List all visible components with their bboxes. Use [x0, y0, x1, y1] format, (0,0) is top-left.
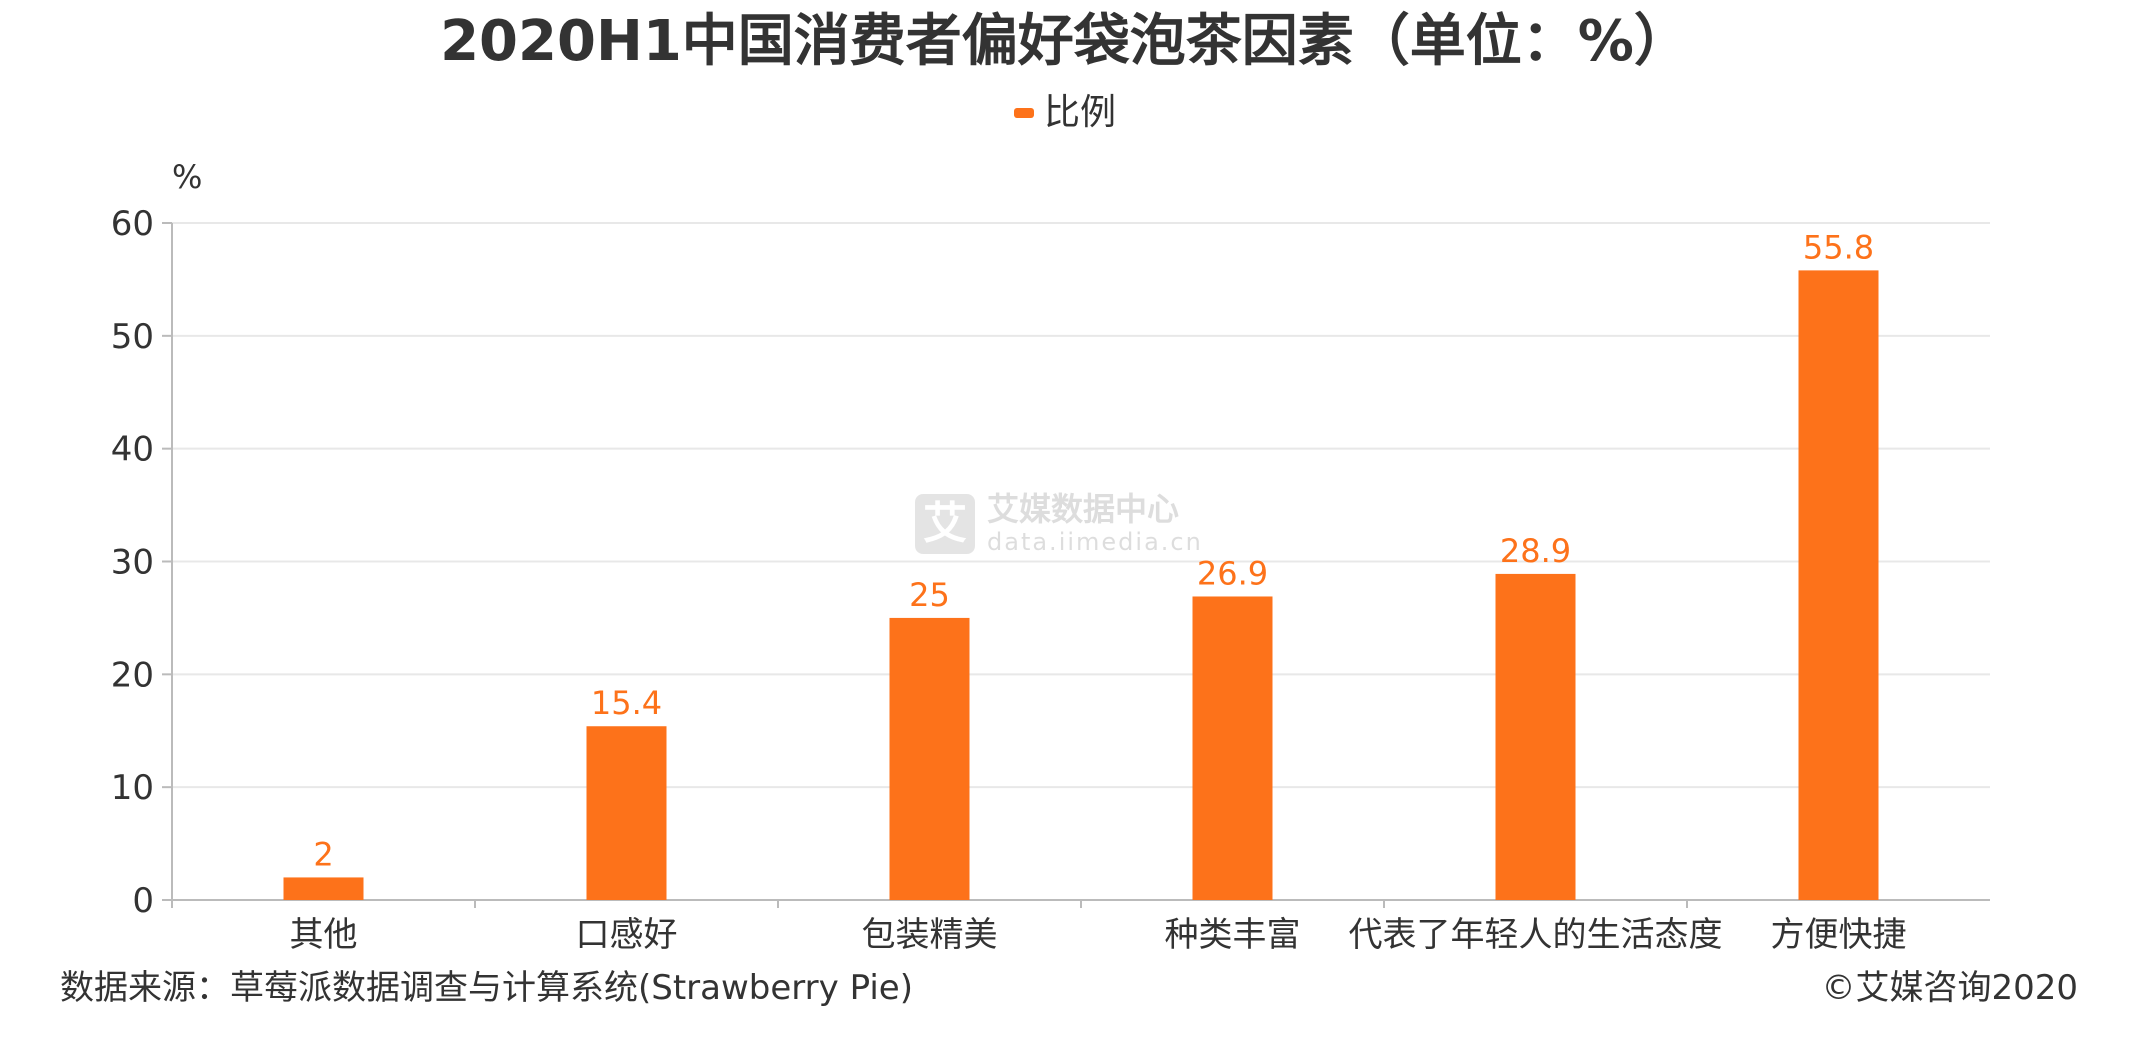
- x-tick-label: 其他: [290, 915, 358, 955]
- y-tick-label: 30: [111, 543, 154, 583]
- bar: [1798, 270, 1879, 900]
- data-label: 15.4: [591, 684, 662, 722]
- y-tick-label: 60: [111, 204, 154, 244]
- bars: [283, 270, 1879, 900]
- bar: [889, 617, 970, 900]
- x-tick-label: 口感好: [576, 915, 678, 955]
- y-tick-label: 40: [111, 430, 154, 470]
- axes: [162, 222, 1990, 908]
- watermark-logo: 艾: [915, 494, 975, 554]
- bar: [283, 877, 364, 900]
- bar: [1192, 596, 1273, 900]
- x-tick-label: 包装精美: [862, 915, 998, 955]
- data-label: 28.9: [1500, 532, 1571, 570]
- data-label: 2: [313, 835, 333, 873]
- y-axis-label: %: [172, 158, 202, 196]
- y-tick-label: 10: [111, 768, 154, 808]
- grid-lines: [172, 222, 1990, 789]
- data-label: 26.9: [1197, 554, 1268, 592]
- y-tick-label: 50: [111, 317, 154, 357]
- y-tick-label: 0: [132, 881, 154, 921]
- chart-title: 2020H1中国消费者偏好袋泡茶因素（单位：%）: [440, 9, 1690, 74]
- x-tick-label: 代表了年轻人的生活态度: [1349, 915, 1723, 955]
- y-tick-label: 20: [111, 655, 154, 695]
- x-tick-label: 方便快捷: [1771, 915, 1907, 955]
- legend: 比例: [0, 88, 2130, 138]
- legend-label: 比例: [1043, 92, 1116, 133]
- data-labels: 2 15.4 25 26.9 28.9 55.8: [313, 228, 1874, 873]
- legend-swatch: [1013, 108, 1034, 118]
- data-label: 25: [909, 576, 950, 614]
- bar: [1495, 573, 1576, 900]
- tick-labels: 0 10 20 30 40 50 60% 其他 口感好 包装精美 种类丰富 代表了年轻人的生活态度 方便…: [111, 158, 1907, 955]
- watermark-url: data.iimedia.cn: [987, 528, 1203, 556]
- bar: [586, 726, 667, 900]
- watermark: 艾 艾媒数据中心 data.iimedia.cn: [915, 490, 1225, 560]
- x-tick-label: 种类丰富: [1165, 915, 1301, 955]
- data-source: 数据来源：草莓派数据调查与计算系统(Strawberry Pie): [60, 968, 913, 1008]
- copyright: ©艾媒咨询2020: [1821, 968, 2078, 1008]
- watermark-name: 艾媒数据中心: [987, 490, 1180, 528]
- data-label: 55.8: [1803, 228, 1874, 266]
